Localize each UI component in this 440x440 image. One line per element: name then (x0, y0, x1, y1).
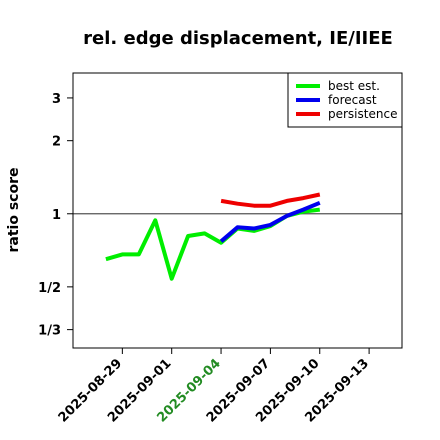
plot-frame (72, 72, 403, 349)
y-axis-label: ratio score (6, 168, 22, 253)
y-tick-label: 1/3 (38, 324, 61, 339)
legend-label: persistence (328, 107, 397, 121)
series-line-forecast (219, 200, 321, 243)
y-tick-label: 3 (52, 92, 61, 107)
series-layer (105, 192, 321, 281)
series-line-persistence (220, 192, 321, 208)
legend-label: forecast (328, 93, 377, 107)
y-axis: 3 2 1 1/2 1/3 (38, 92, 73, 339)
legend-label: best est. (328, 79, 380, 93)
y-tick-label: 1 (52, 208, 61, 223)
y-tick-label: 2 (52, 135, 61, 150)
chart-title: rel. edge displacement, IE/IIEE (83, 28, 393, 49)
x-axis: 2025-08-292025-09-012025-09-042025-09-07… (56, 348, 372, 426)
series-line-best-est (105, 207, 321, 281)
y-tick-label: 1/2 (38, 281, 61, 296)
